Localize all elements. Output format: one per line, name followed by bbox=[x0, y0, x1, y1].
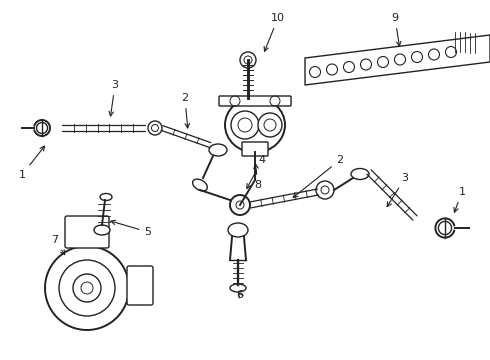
Ellipse shape bbox=[230, 284, 246, 292]
Polygon shape bbox=[305, 35, 490, 85]
Circle shape bbox=[394, 54, 406, 65]
Text: 4: 4 bbox=[247, 155, 266, 188]
Circle shape bbox=[231, 111, 259, 139]
Circle shape bbox=[439, 221, 452, 235]
FancyBboxPatch shape bbox=[65, 216, 109, 248]
Ellipse shape bbox=[225, 98, 285, 153]
Circle shape bbox=[326, 64, 338, 75]
Text: 3: 3 bbox=[109, 80, 119, 116]
Ellipse shape bbox=[193, 179, 207, 191]
Circle shape bbox=[343, 62, 354, 72]
Ellipse shape bbox=[228, 223, 248, 237]
Ellipse shape bbox=[100, 194, 112, 201]
Text: 2: 2 bbox=[293, 155, 343, 198]
Circle shape bbox=[59, 260, 115, 316]
Text: 1: 1 bbox=[454, 187, 465, 212]
Circle shape bbox=[412, 51, 422, 63]
FancyBboxPatch shape bbox=[219, 96, 291, 106]
Circle shape bbox=[230, 195, 250, 215]
Circle shape bbox=[148, 121, 162, 135]
Circle shape bbox=[445, 46, 457, 58]
Text: 8: 8 bbox=[254, 164, 262, 190]
Circle shape bbox=[361, 59, 371, 70]
Text: 7: 7 bbox=[51, 235, 65, 255]
Circle shape bbox=[45, 246, 129, 330]
Text: 10: 10 bbox=[264, 13, 285, 51]
Circle shape bbox=[36, 122, 48, 134]
Circle shape bbox=[377, 57, 389, 68]
Ellipse shape bbox=[209, 144, 227, 156]
Ellipse shape bbox=[351, 168, 369, 180]
Ellipse shape bbox=[94, 225, 110, 235]
Text: 9: 9 bbox=[392, 13, 401, 46]
Text: 3: 3 bbox=[387, 173, 409, 207]
FancyBboxPatch shape bbox=[127, 266, 153, 305]
Circle shape bbox=[428, 49, 440, 60]
Circle shape bbox=[258, 113, 282, 137]
Text: 2: 2 bbox=[181, 93, 190, 128]
Circle shape bbox=[310, 67, 320, 77]
Circle shape bbox=[73, 274, 101, 302]
FancyBboxPatch shape bbox=[242, 142, 268, 156]
Text: 6: 6 bbox=[237, 290, 244, 300]
Text: 5: 5 bbox=[111, 220, 151, 237]
Text: 1: 1 bbox=[19, 146, 45, 180]
Circle shape bbox=[316, 181, 334, 199]
Circle shape bbox=[240, 52, 256, 68]
